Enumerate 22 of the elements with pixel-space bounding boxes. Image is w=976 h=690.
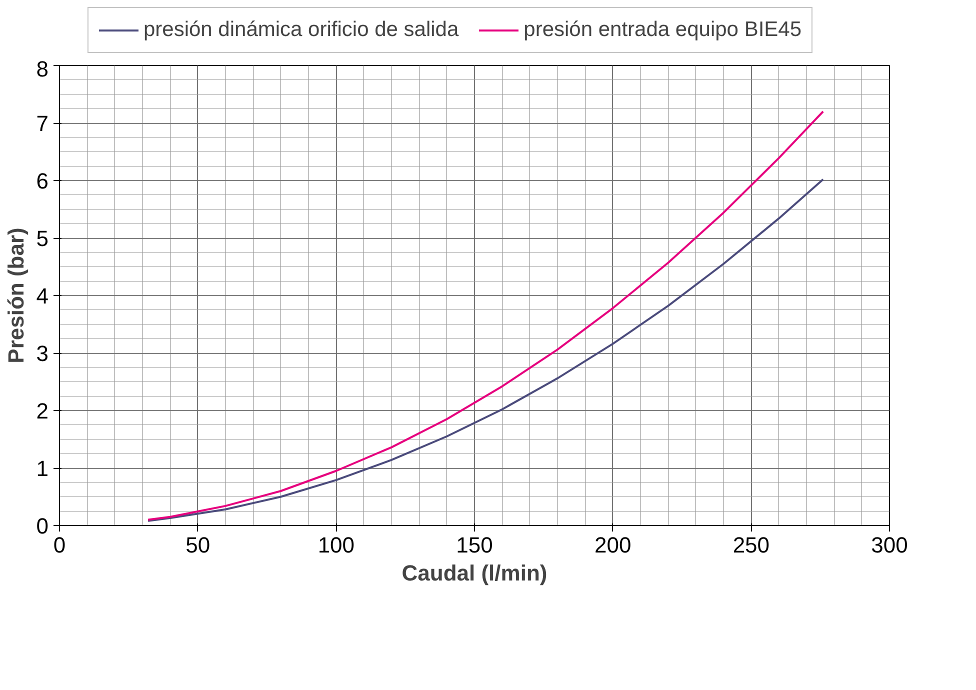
legend-label: presión dinámica orificio de salida: [143, 18, 459, 42]
x-tick-label: 300: [871, 532, 908, 558]
y-tick-label: 4: [36, 284, 49, 308]
y-tick-label: 7: [36, 111, 49, 136]
y-tick-label: 0: [36, 514, 49, 538]
x-tick-label: 150: [456, 532, 493, 558]
x-tick-label: 100: [318, 532, 355, 558]
x-tick-label: 0: [53, 532, 66, 558]
line-series: [147, 110, 824, 521]
y-tick-label: 8: [36, 56, 49, 82]
line-series: [147, 178, 824, 522]
y-tick-label: 5: [36, 226, 49, 251]
y-tick-label: 1: [36, 456, 49, 481]
y-tick-label: 3: [36, 341, 49, 366]
x-tick-label: 50: [186, 532, 210, 558]
y-tick-label: 2: [36, 398, 49, 424]
x-tick-label: 200: [594, 532, 632, 558]
x-axis-title: Caudal (l/min): [402, 560, 548, 586]
y-axis-title: Presión (bar): [3, 228, 28, 364]
legend-label: presión entrada equipo BIE45: [524, 18, 802, 42]
x-tick-label: 250: [732, 532, 770, 558]
y-tick-label: 6: [36, 168, 49, 194]
